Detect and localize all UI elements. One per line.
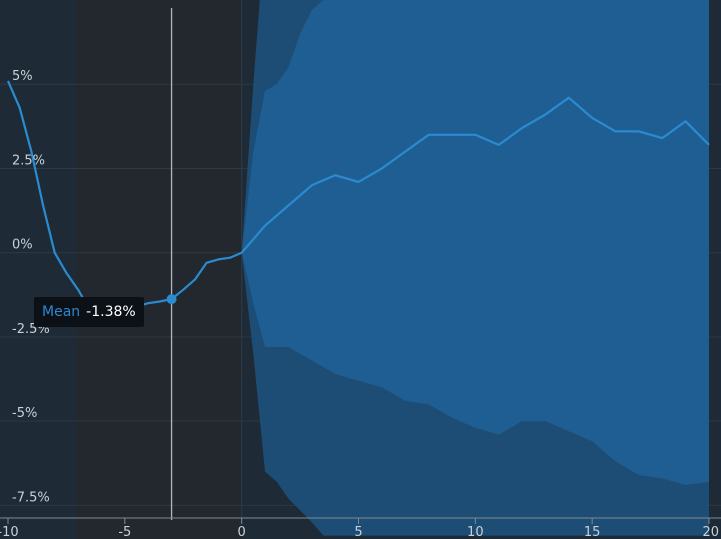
y-tick-label: 5% <box>12 69 33 84</box>
confidence-band-inner <box>241 0 709 486</box>
x-tick-label: 20 <box>702 525 719 539</box>
y-tick-label: 2.5% <box>12 153 45 168</box>
x-tick-label: 0 <box>238 525 246 539</box>
y-tick-label: -5% <box>12 406 37 421</box>
x-tick-label: 5 <box>354 525 362 539</box>
x-tick-label: 10 <box>467 525 484 539</box>
x-tick-label: 15 <box>584 525 601 539</box>
x-tick-label: -5 <box>118 525 131 539</box>
tooltip: Mean -1.38% <box>34 297 144 327</box>
highlight-point <box>166 294 177 305</box>
plot-panel <box>76 0 242 539</box>
y-tick-label: -7.5% <box>12 490 50 505</box>
x-tick-label: -10 <box>0 525 19 539</box>
tooltip-label: Mean <box>42 304 81 320</box>
tooltip-value: -1.38% <box>86 304 136 320</box>
y-tick-label: 0% <box>12 238 33 253</box>
